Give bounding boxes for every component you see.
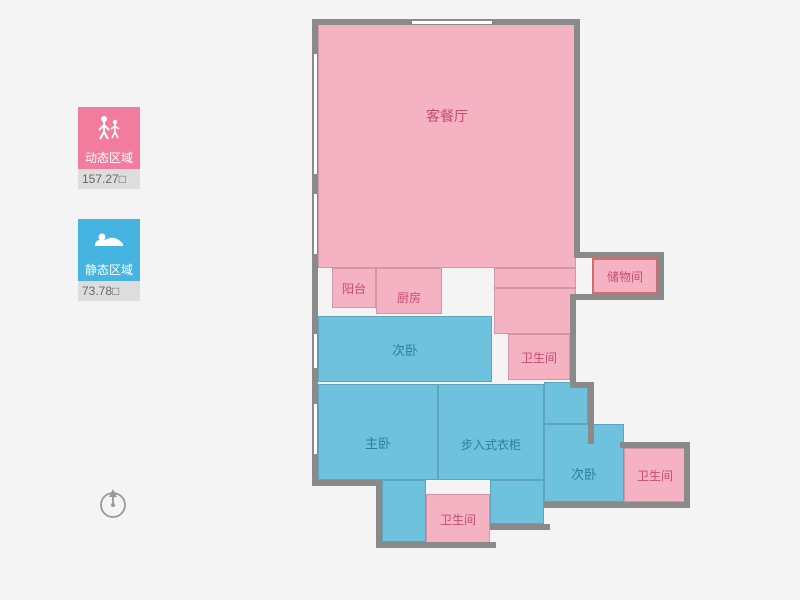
window-0 (314, 54, 317, 174)
room-master: 主卧 (318, 384, 438, 480)
window-4 (412, 21, 492, 24)
room-label-bath2: 卫生间 (637, 467, 673, 484)
compass-icon (95, 485, 131, 526)
room-bath2: 卫生间 (624, 448, 686, 502)
room-bed2a: 次卧 (318, 316, 492, 382)
room-storage: 储物间 (592, 258, 658, 294)
room-label-bed2a: 次卧 (392, 340, 418, 359)
room-bath3: 卫生间 (426, 494, 490, 544)
wall-14 (684, 442, 690, 506)
room-living: 客餐厅 (318, 24, 576, 268)
room-nook2 (490, 480, 544, 524)
legend-static-value: 73.78□ (78, 281, 140, 301)
window-1 (314, 194, 317, 254)
wall-10 (376, 542, 496, 548)
wall-8 (312, 480, 382, 486)
room-kitchen: 厨房 (376, 268, 442, 314)
floor-plan: 客餐厅阳台厨房储物间次卧卫生间主卧步入式衣柜次卧卫生间卫生间 (312, 24, 730, 574)
room-label-walkin: 步入式衣柜 (461, 436, 521, 453)
room-hall2 (494, 288, 576, 334)
room-label-living: 客餐厅 (426, 106, 468, 126)
room-label-kitchen: 厨房 (397, 289, 421, 306)
wall-6 (570, 294, 576, 384)
wall-11 (490, 524, 550, 530)
room-walkin: 步入式衣柜 (438, 384, 544, 480)
room-hall3 (544, 382, 588, 424)
room-label-master: 主卧 (365, 433, 391, 452)
wall-4 (658, 252, 664, 298)
room-label-balcony: 阳台 (342, 280, 366, 297)
wall-15 (620, 502, 690, 508)
room-nook1 (382, 480, 426, 542)
room-label-bath1: 卫生间 (521, 349, 557, 366)
wall-17 (570, 382, 594, 388)
wall-16 (588, 382, 594, 444)
room-bed2b: 次卧 (544, 424, 624, 502)
room-bath1: 卫生间 (508, 334, 570, 380)
wall-12 (544, 502, 626, 508)
legend-dynamic-value: 157.27□ (78, 169, 140, 189)
room-label-bath3: 卫生间 (440, 511, 476, 528)
window-2 (314, 334, 317, 368)
wall-5 (574, 294, 664, 300)
legend-static: 静态区域 73.78□ (78, 219, 140, 301)
static-sleep-icon (78, 219, 140, 259)
legend-dynamic: 动态区域 157.27□ (78, 107, 140, 189)
room-corridor (494, 268, 576, 288)
wall-2 (574, 19, 580, 255)
legend-static-label: 静态区域 (78, 259, 140, 281)
wall-9 (376, 480, 382, 546)
room-balcony: 阳台 (332, 268, 376, 308)
room-label-storage: 储物间 (607, 268, 643, 285)
legend-dynamic-label: 动态区域 (78, 147, 140, 169)
wall-13 (620, 442, 690, 448)
legend-panel: 动态区域 157.27□ 静态区域 73.78□ (78, 107, 140, 331)
window-3 (314, 404, 317, 454)
wall-3 (574, 252, 664, 258)
room-label-bed2b: 次卧 (571, 464, 597, 483)
dynamic-people-icon (78, 107, 140, 147)
